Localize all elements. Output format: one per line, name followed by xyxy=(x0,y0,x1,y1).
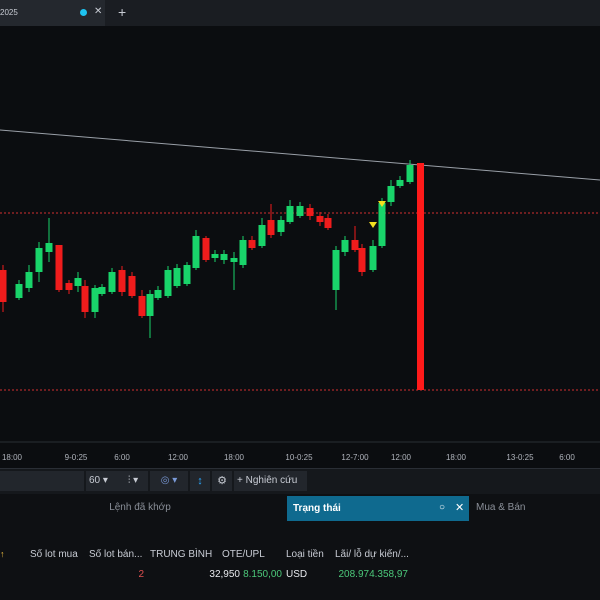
candle-body xyxy=(286,206,294,222)
research[interactable]: + Nghiên cứu xyxy=(234,471,307,491)
panel-tab[interactable]: Mua & Bán xyxy=(476,502,526,513)
tab-bar: 2025 ✕ + xyxy=(0,0,600,26)
candle-body xyxy=(230,258,238,262)
table-header: Loại tiền xyxy=(286,549,324,560)
x-label: 12:00 xyxy=(168,453,189,462)
settings[interactable]: ⚙ xyxy=(212,471,232,491)
panel-tab-label: Trạng thái xyxy=(293,503,341,514)
x-label: 13-0:25 xyxy=(506,453,534,462)
chart-type[interactable]: ⫶ ▾ xyxy=(118,471,148,491)
x-label: 18:00 xyxy=(224,453,245,462)
candle-body xyxy=(65,283,73,290)
panel-tab-active[interactable]: Trạng thái ○ ✕ xyxy=(287,496,469,521)
table-cell: 208.974.358,97 xyxy=(338,569,408,580)
candle-body xyxy=(15,284,23,298)
candles xyxy=(0,160,414,338)
candle-body xyxy=(358,248,366,272)
toolbar: 60 ▾ ⫶ ▾ ◎ ▾ ↕ ⚙ + Nghiên cứu xyxy=(0,468,600,494)
candle-body xyxy=(332,250,340,290)
candle-body xyxy=(146,294,154,316)
interval[interactable]: 60 ▾ xyxy=(86,471,119,491)
candle-body xyxy=(74,278,82,286)
tab-dot xyxy=(80,9,87,16)
marker xyxy=(369,222,377,228)
candle-body xyxy=(192,236,200,268)
candle-body xyxy=(296,206,304,216)
candle-body xyxy=(306,208,314,216)
scale[interactable]: ↕ xyxy=(190,471,210,491)
candle-body xyxy=(35,248,43,272)
x-label: 18:00 xyxy=(2,453,23,462)
trend-line xyxy=(0,129,600,181)
candle-body xyxy=(396,180,404,186)
x-label: 18:00 xyxy=(446,453,467,462)
chart: 18:00 9-0:25 6:00 12:00 18:00 10-0:25 12-7:00 1… xyxy=(0,129,600,462)
candle-body xyxy=(183,265,191,284)
marker xyxy=(378,201,386,207)
candle-body xyxy=(406,165,414,182)
candle-body xyxy=(91,288,99,312)
candle-body xyxy=(0,270,7,302)
big-bar xyxy=(417,163,424,390)
panel-tab[interactable]: Lệnh đã khớp xyxy=(109,502,171,513)
candle-body xyxy=(202,238,210,260)
table-header: Số lot bán... xyxy=(89,549,143,560)
tab-close[interactable]: ✕ xyxy=(94,6,103,17)
x-axis: 18:00 9-0:25 6:00 12:00 18:00 10-0:25 12-7:00 1… xyxy=(2,453,575,462)
candle-body xyxy=(81,286,89,312)
candle-body xyxy=(277,220,285,232)
table-header: Lãi/ lỗ dự kiến/... xyxy=(335,549,409,560)
candle-body xyxy=(154,290,162,298)
candle-body xyxy=(173,268,181,286)
table-cell: USD xyxy=(286,569,308,580)
candle-body xyxy=(369,246,377,270)
table-header: OTE/UPL xyxy=(222,549,265,560)
add-tab[interactable]: + xyxy=(118,4,127,20)
candle-body xyxy=(239,240,247,265)
x-label: 6:00 xyxy=(559,453,575,462)
table-header: Số lot mua xyxy=(30,549,78,560)
x-label: 12-7:00 xyxy=(341,453,369,462)
candle-body xyxy=(351,240,359,250)
candle-body xyxy=(118,270,126,292)
sort-icon: ↑ xyxy=(0,549,5,559)
candle-body xyxy=(220,254,228,260)
candle-body xyxy=(267,220,275,235)
candle-body xyxy=(108,272,116,292)
candle-body xyxy=(324,218,332,228)
candle-body xyxy=(25,272,33,288)
bottom-panel: Lệnh đã khớp Trạng thái ○ ✕ Mua & Bán ↑ … xyxy=(0,494,600,600)
symbol-box[interactable] xyxy=(0,471,84,491)
tab-pin[interactable]: ○ xyxy=(439,502,446,513)
research-label: Nghiên cứu xyxy=(245,475,298,486)
table-cell: 32,950 xyxy=(209,569,240,580)
candle-body xyxy=(45,243,53,252)
visibility[interactable]: ◎ ▾ xyxy=(150,471,188,491)
candle-body xyxy=(138,296,146,316)
x-label: 12:00 xyxy=(391,453,412,462)
candle-body xyxy=(248,240,256,248)
candle-body xyxy=(341,240,349,252)
table-cell: 2 xyxy=(138,569,144,580)
tab-title: 2025 xyxy=(0,8,18,17)
x-label: 10-0:25 xyxy=(285,453,313,462)
interval-value: 60 xyxy=(89,475,101,486)
candle-body xyxy=(128,276,136,296)
candle-body xyxy=(164,270,172,296)
table-header: TRUNG BÌNH xyxy=(150,549,213,560)
table-cell: 8.150,00 xyxy=(243,569,282,580)
x-label: 9-0:25 xyxy=(65,453,88,462)
tab[interactable]: 2025 ✕ xyxy=(0,0,105,26)
candle-body xyxy=(258,225,266,246)
candle-body xyxy=(378,203,386,246)
candle-body xyxy=(211,254,219,258)
candle-body xyxy=(387,186,395,202)
candle-body xyxy=(316,216,324,222)
candle-body xyxy=(55,245,63,290)
tab-close[interactable]: ✕ xyxy=(455,502,465,514)
candle-body xyxy=(98,287,106,294)
x-label: 6:00 xyxy=(114,453,130,462)
